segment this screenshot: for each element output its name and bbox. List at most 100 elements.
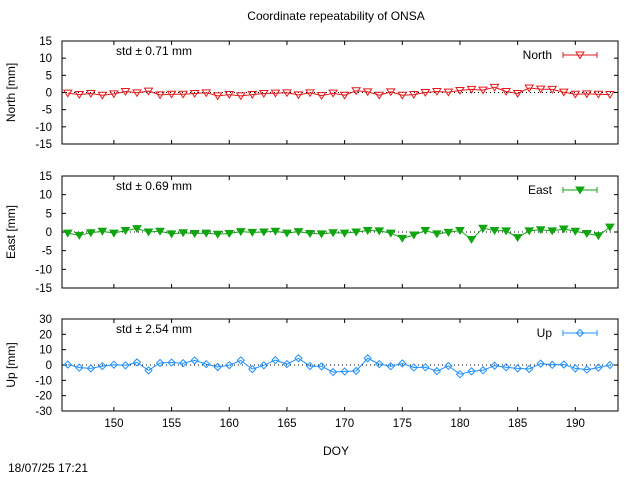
data-point xyxy=(339,229,350,238)
data-point xyxy=(282,229,292,238)
x-tick-label: 175 xyxy=(393,418,412,430)
data-point xyxy=(235,92,246,101)
data-point xyxy=(178,358,188,368)
data-point xyxy=(178,229,189,238)
data-point xyxy=(558,88,569,97)
data-point xyxy=(224,91,235,100)
data-point xyxy=(132,89,142,98)
data-point xyxy=(535,85,546,94)
data-point xyxy=(270,227,281,236)
data-point xyxy=(605,360,615,370)
data-point xyxy=(420,89,431,97)
data-point xyxy=(466,85,477,94)
data-point xyxy=(385,88,396,97)
data-point xyxy=(524,84,535,93)
data-point xyxy=(167,358,176,367)
data-point xyxy=(109,229,119,238)
data-point xyxy=(385,229,396,238)
data-point xyxy=(85,90,96,98)
data-point xyxy=(513,364,522,373)
data-point xyxy=(190,356,199,365)
x-tick-label: 180 xyxy=(450,418,469,430)
data-point xyxy=(305,361,315,371)
data-point xyxy=(75,363,84,372)
data-point xyxy=(98,361,107,371)
std-annotation: std ± 0.69 mm xyxy=(116,179,192,193)
y-axis-label: Up [mm] xyxy=(4,342,18,387)
data-point xyxy=(421,363,430,372)
std-annotation: std ± 0.71 mm xyxy=(116,44,192,58)
legend-label: North xyxy=(523,48,552,62)
data-point xyxy=(455,86,465,95)
std-annotation: std ± 2.54 mm xyxy=(116,322,192,336)
data-point xyxy=(247,228,258,237)
data-point xyxy=(397,91,408,100)
data-point xyxy=(97,227,108,236)
x-tick-label: 190 xyxy=(566,418,585,430)
y-tick-label: -5 xyxy=(42,246,52,258)
data-point xyxy=(155,227,165,236)
data-point xyxy=(535,226,546,235)
data-point xyxy=(478,86,488,95)
data-point xyxy=(547,227,558,236)
data-point xyxy=(455,227,465,235)
data-point xyxy=(109,360,119,369)
data-point xyxy=(258,90,269,98)
data-point xyxy=(432,366,442,376)
data-point xyxy=(74,231,85,240)
data-point xyxy=(489,83,500,92)
data-point xyxy=(524,364,534,374)
data-point xyxy=(455,369,465,379)
data-point xyxy=(501,227,512,236)
data-point xyxy=(224,229,235,238)
y-tick-label: 10 xyxy=(39,53,52,65)
y-tick-label: 0 xyxy=(46,360,52,372)
data-point xyxy=(328,367,338,377)
y-tick-label: 10 xyxy=(39,190,52,202)
y-tick-label: -10 xyxy=(35,375,52,387)
data-point xyxy=(571,364,580,373)
data-point xyxy=(120,87,131,96)
data-point xyxy=(212,230,223,239)
data-point xyxy=(581,90,592,99)
data-point xyxy=(605,91,615,100)
data-point xyxy=(362,227,373,235)
y-tick-label: 20 xyxy=(39,329,52,341)
data-point xyxy=(444,361,453,371)
data-point xyxy=(524,227,535,236)
data-point xyxy=(305,229,315,238)
y-axis-label: North [mm] xyxy=(4,63,18,122)
data-point xyxy=(316,230,327,239)
legend-marker xyxy=(575,51,585,60)
data-point xyxy=(271,355,280,365)
data-point xyxy=(605,223,615,232)
data-point xyxy=(247,91,258,100)
data-point xyxy=(317,362,326,371)
data-point xyxy=(478,366,488,375)
data-point xyxy=(443,228,454,237)
y-tick-label: 15 xyxy=(39,36,52,48)
data-point xyxy=(501,363,511,372)
data-point xyxy=(409,363,419,372)
data-point xyxy=(132,225,142,234)
data-point xyxy=(593,232,604,241)
data-point xyxy=(512,90,523,98)
data-point xyxy=(201,89,212,98)
data-point xyxy=(581,229,592,238)
data-point xyxy=(489,227,500,235)
timestamp: 18/07/25 17:21 xyxy=(8,461,89,475)
data-point xyxy=(420,227,431,235)
y-tick-label: 0 xyxy=(46,88,52,100)
data-point xyxy=(305,89,315,98)
data-point xyxy=(432,230,442,239)
data-point xyxy=(225,360,234,370)
data-point xyxy=(212,92,223,101)
y-tick-label: -15 xyxy=(35,283,52,295)
data-point xyxy=(282,359,292,369)
data-point xyxy=(490,361,499,370)
data-point xyxy=(144,366,153,375)
data-point xyxy=(558,225,569,234)
data-point xyxy=(340,367,349,376)
x-tick-label: 155 xyxy=(162,418,181,430)
data-point xyxy=(259,361,269,370)
